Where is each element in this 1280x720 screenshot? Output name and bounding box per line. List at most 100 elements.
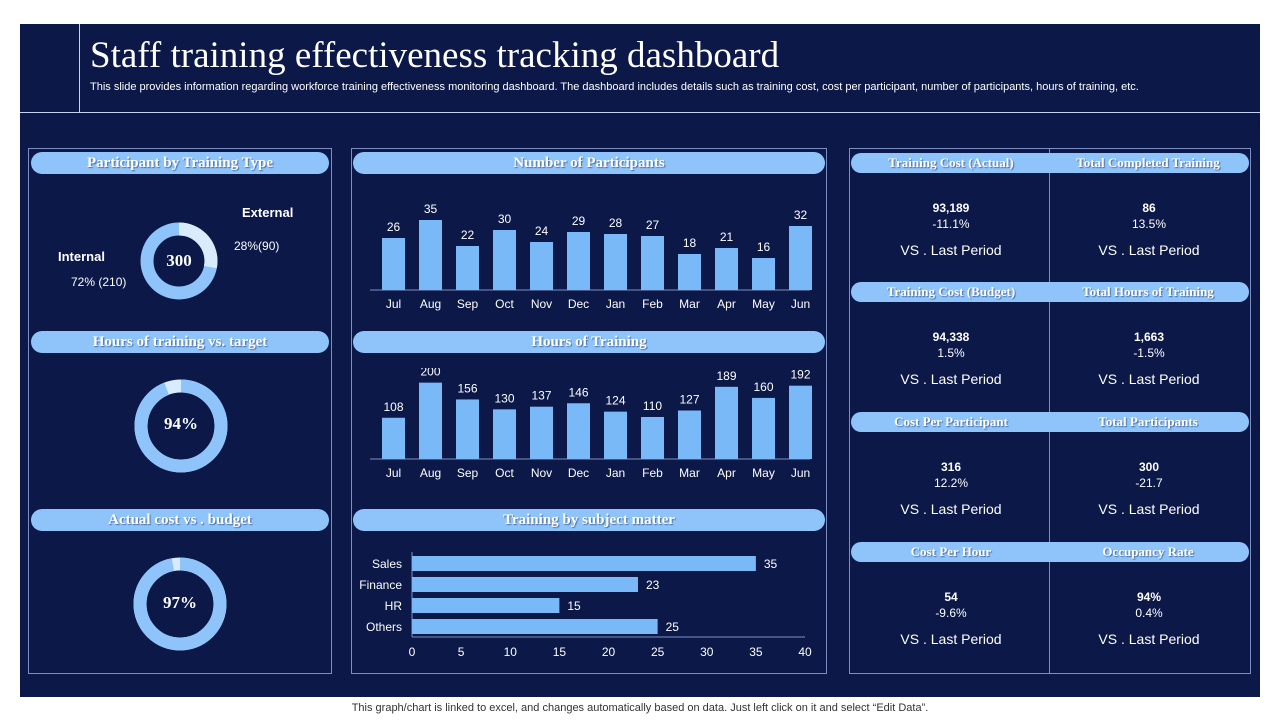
- kpi-comparison-label: VS . Last Period: [900, 631, 1002, 647]
- kpi-card: 93,189 -11.1% VS . Last Period: [851, 201, 1051, 258]
- hours-chart-title: Hours of Training: [353, 331, 825, 353]
- cost-gauge: [133, 557, 227, 651]
- tick-label: 40: [798, 645, 812, 659]
- data-label: 108: [383, 400, 403, 414]
- data-label: 28: [609, 216, 623, 230]
- kpi-card: 94% 0.4% VS . Last Period: [1049, 590, 1249, 647]
- kpi-comparison-label: VS . Last Period: [900, 242, 1002, 258]
- data-label: 146: [568, 385, 588, 399]
- bar-feb: [641, 236, 664, 290]
- bar-oct: [493, 230, 516, 290]
- data-label: 22: [461, 228, 475, 242]
- tick-label: 35: [749, 645, 763, 659]
- external-label: External: [242, 205, 294, 220]
- participant-donut-external: [140, 222, 218, 300]
- tick-label: 25: [651, 645, 665, 659]
- kpi-value: 93,189: [932, 201, 970, 215]
- hours-chart: 108 Jul 200 Aug 156 Sep 130 Oct 137 Nov 146 Dec 124 J…: [370, 368, 812, 480]
- tick-label: Nov: [531, 466, 552, 480]
- category-label: Finance: [359, 578, 402, 592]
- bar-finance: [412, 577, 638, 592]
- kpi-change: 0.4%: [1135, 606, 1163, 620]
- kpi-title: Cost Per Hour: [851, 542, 1051, 562]
- footer-note: This graph/chart is linked to excel, and…: [351, 702, 929, 714]
- hours-gauge-fill: [134, 379, 228, 473]
- data-label: 32: [794, 208, 808, 222]
- kpi-title: Occupancy Rate: [1047, 542, 1249, 562]
- hours-gauge-center: 94%: [164, 414, 198, 433]
- kpi-change: 12.2%: [933, 476, 969, 490]
- bar-others: [412, 619, 658, 634]
- kpi-title: Total Hours of Training: [1047, 282, 1249, 302]
- data-label: 127: [679, 393, 699, 407]
- bar-jan: [604, 234, 627, 290]
- data-label: 30: [498, 212, 512, 226]
- kpi-value: 86: [1142, 201, 1156, 215]
- kpi-card: 300 -21.7 VS . Last Period: [1049, 460, 1249, 517]
- kpi-card: 86 13.5% VS . Last Period: [1049, 201, 1249, 258]
- cost-vs-budget-title: Actual cost vs . budget: [31, 509, 329, 531]
- data-label: 110: [643, 399, 662, 413]
- data-label: 29: [572, 214, 586, 228]
- tick-label: Jun: [791, 297, 810, 311]
- bar-may: [752, 258, 775, 290]
- kpi-change: -1.5%: [1133, 346, 1165, 360]
- kpi-title: Total Completed Training: [1047, 153, 1249, 173]
- tick-label: Sep: [457, 466, 479, 480]
- data-label: 16: [757, 240, 771, 254]
- tick-label: 5: [458, 645, 465, 659]
- tick-label: 20: [602, 645, 616, 659]
- data-label: 200: [420, 368, 440, 379]
- bar-aug: [419, 220, 442, 290]
- kpi-value: 300: [1138, 460, 1160, 474]
- kpi-change: 13.5%: [1131, 217, 1167, 231]
- bar-jul: [382, 417, 405, 459]
- kpi-comparison-label: VS . Last Period: [1098, 242, 1200, 258]
- bar-jul: [382, 238, 405, 290]
- data-label: 137: [531, 389, 551, 403]
- kpi-comparison-label: VS . Last Period: [1098, 371, 1200, 387]
- bar-sep: [456, 246, 479, 290]
- category-label: Others: [366, 620, 402, 634]
- data-label: 21: [720, 230, 734, 244]
- subject-chart: 35 Sales 23 Finance 15 HR 25 Others 0 5 10 15 20 25 30…: [359, 552, 812, 659]
- data-label: 15: [567, 599, 581, 613]
- tick-label: Dec: [568, 297, 589, 311]
- data-label: 124: [605, 394, 625, 408]
- data-label: 160: [753, 380, 773, 394]
- tick-label: Sep: [457, 297, 479, 311]
- header-accent-box: [20, 24, 80, 112]
- kpi-card: 94,338 1.5% VS . Last Period: [851, 330, 1051, 387]
- bar-feb: [641, 417, 664, 459]
- header-divider: [20, 112, 1260, 113]
- bar-apr: [715, 248, 738, 290]
- bar-mar: [678, 410, 701, 459]
- bar-hr: [412, 598, 560, 613]
- kpi-comparison-label: VS . Last Period: [900, 371, 1002, 387]
- bar-dec: [567, 232, 590, 290]
- kpi-comparison-label: VS . Last Period: [900, 501, 1002, 517]
- hours-gauge: [134, 379, 228, 473]
- kpi-comparison-label: VS . Last Period: [1098, 501, 1200, 517]
- data-label: 18: [683, 236, 697, 250]
- tick-label: Oct: [495, 297, 514, 311]
- bar-nov: [530, 406, 553, 459]
- kpi-value: 316: [940, 460, 962, 474]
- bar-sep: [456, 399, 479, 459]
- category-label: Sales: [372, 557, 402, 571]
- tick-label: Dec: [568, 466, 589, 480]
- kpi-change: -11.1%: [932, 217, 970, 231]
- bar-may: [752, 397, 775, 459]
- tick-label: 30: [700, 645, 714, 659]
- page-subtitle: This slide provides information regardin…: [90, 81, 1139, 93]
- subject-chart-title: Training by subject matter: [353, 509, 825, 531]
- right-panel: [849, 148, 1251, 674]
- bar-apr: [715, 386, 738, 459]
- kpi-card: 1,663 -1.5% VS . Last Period: [1049, 330, 1249, 387]
- bar-oct: [493, 409, 516, 459]
- cost-gauge-fill: [133, 557, 227, 651]
- tick-label: Aug: [420, 297, 441, 311]
- kpi-title: Cost Per Participant: [851, 412, 1051, 432]
- tick-label: 15: [553, 645, 567, 659]
- participants-chart-title: Number of Participants: [353, 152, 825, 174]
